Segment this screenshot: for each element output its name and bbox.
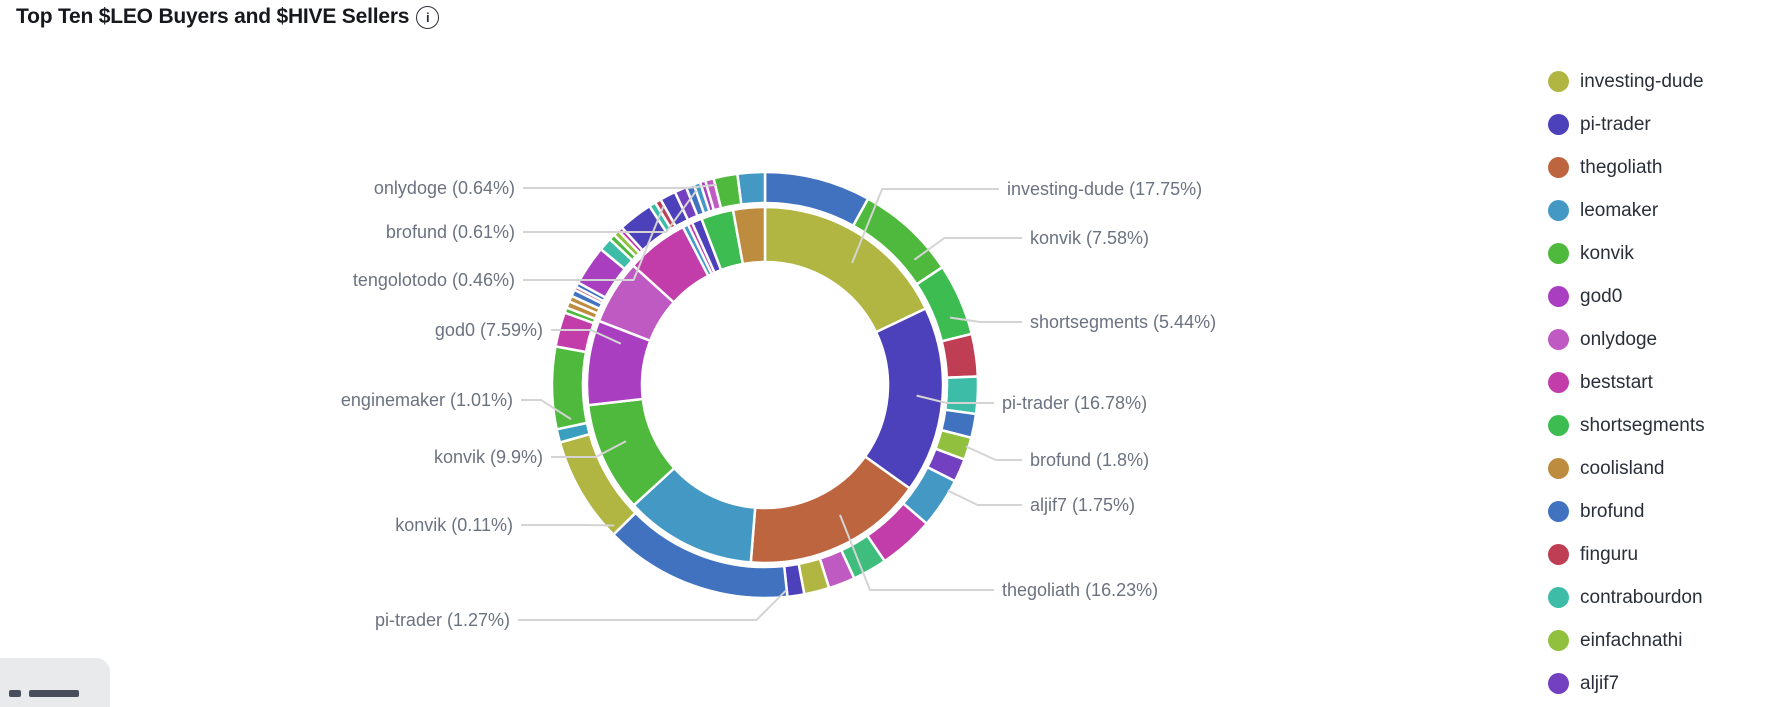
callout-label: aljif7 (1.75%) xyxy=(1030,495,1136,515)
legend-item-finguru[interactable]: finguru xyxy=(1548,533,1705,576)
callout-label: god0 (7.59%) xyxy=(434,320,543,340)
callout-label: enginemaker (1.01%) xyxy=(340,390,513,410)
legend-label: konvik xyxy=(1580,242,1634,264)
legend-dot xyxy=(1548,501,1569,522)
clipped-corner-widget xyxy=(0,658,110,707)
legend-dot xyxy=(1548,286,1569,307)
legend-item-konvik[interactable]: konvik xyxy=(1548,232,1705,275)
legend-label: leomaker xyxy=(1580,199,1659,221)
leader-line xyxy=(521,399,572,421)
leader-line xyxy=(913,237,1022,261)
callout-label: tengolotodo (0.46%) xyxy=(352,270,515,290)
leader-line xyxy=(949,316,1022,323)
segment-outer-konvik[interactable] xyxy=(550,344,589,431)
callout-label: thegoliath (16.23%) xyxy=(1002,580,1159,600)
leader-line xyxy=(523,205,665,281)
legend-item-leomaker[interactable]: leomaker xyxy=(1548,189,1705,232)
segment-outer-contrabourdon[interactable] xyxy=(943,375,980,416)
legend-label: aljif7 xyxy=(1580,672,1620,694)
legend-item-beststart[interactable]: beststart xyxy=(1548,361,1705,404)
legend-item-contrabourdon[interactable]: contrabourdon xyxy=(1548,576,1705,619)
legend-dot xyxy=(1548,157,1569,178)
leader-line xyxy=(965,445,1022,461)
legend-label: pi-trader xyxy=(1580,113,1651,135)
legend-item-pi-trader[interactable]: pi-trader xyxy=(1548,103,1705,146)
legend-item-coolisland[interactable]: coolisland xyxy=(1548,447,1705,490)
legend-dot xyxy=(1548,415,1569,436)
legend-dot xyxy=(1548,243,1569,264)
leader-line xyxy=(551,329,622,345)
corner-widget-mark xyxy=(29,690,79,697)
leader-line xyxy=(521,524,615,527)
legend-item-shortsegments[interactable]: shortsegments xyxy=(1548,404,1705,447)
callout-label: brofund (0.61%) xyxy=(385,222,515,242)
callout-label: konvik (7.58%) xyxy=(1030,228,1150,248)
legend-dot xyxy=(1548,200,1569,221)
legend-item-brofund[interactable]: brofund xyxy=(1548,490,1705,533)
legend-item-einfachnathi[interactable]: einfachnathi xyxy=(1548,619,1705,662)
callout-label: konvik (9.9%) xyxy=(433,447,543,467)
legend-dot xyxy=(1548,630,1569,651)
legend-dot xyxy=(1548,71,1569,92)
callout-label: onlydoge (0.64%) xyxy=(373,178,515,198)
legend-dot xyxy=(1548,114,1569,135)
callout-label: investing-dude (17.75%) xyxy=(1007,179,1203,199)
chart-header: Top Ten $LEO Buyers and $HIVE Sellers i xyxy=(16,5,440,29)
leader-line xyxy=(518,589,788,621)
corner-widget-mark xyxy=(9,690,21,697)
legend-label: onlydoge xyxy=(1580,328,1658,350)
leader-line xyxy=(523,190,698,233)
legend-dot xyxy=(1548,372,1569,393)
legend-dot xyxy=(1548,587,1569,608)
legend-label: contrabourdon xyxy=(1580,586,1703,608)
callout-label: pi-trader (1.27%) xyxy=(374,610,510,630)
segment-outer-finguru[interactable] xyxy=(940,332,980,379)
legend-label: god0 xyxy=(1580,285,1623,307)
callout-label: shortsegments (5.44%) xyxy=(1030,312,1217,332)
leader-line xyxy=(947,489,1022,506)
legend-dot xyxy=(1548,544,1569,565)
legend-item-aljif7[interactable]: aljif7 xyxy=(1548,662,1705,705)
legend-item-thegoliath[interactable]: thegoliath xyxy=(1548,146,1705,189)
legend-label: coolisland xyxy=(1580,457,1665,479)
leader-line xyxy=(916,394,994,404)
leader-line xyxy=(523,183,718,189)
page-title: Top Ten $LEO Buyers and $HIVE Sellers xyxy=(16,5,410,28)
legend-dot xyxy=(1548,329,1569,350)
legend-dot xyxy=(1548,458,1569,479)
callout-label: brofund (1.8%) xyxy=(1030,450,1150,470)
legend-item-onlydoge[interactable]: onlydoge xyxy=(1548,318,1705,361)
legend-label: shortsegments xyxy=(1580,414,1705,436)
callout-label: konvik (0.11%) xyxy=(395,515,513,535)
legend-item-god0[interactable]: god0 xyxy=(1548,275,1705,318)
leader-line xyxy=(839,514,994,591)
info-icon[interactable]: i xyxy=(416,5,440,29)
segment-outer-leomaker[interactable] xyxy=(735,170,767,206)
leader-line xyxy=(851,188,999,264)
legend-item-investing-dude[interactable]: investing-dude xyxy=(1548,60,1705,103)
legend-label: investing-dude xyxy=(1580,70,1704,92)
segment-inner-coolisland[interactable] xyxy=(731,205,767,266)
legend-label: brofund xyxy=(1580,500,1645,522)
callout-label: pi-trader (16.78%) xyxy=(1002,393,1148,413)
legend-dot xyxy=(1548,673,1569,694)
legend-label: finguru xyxy=(1580,543,1639,565)
legend-label: thegoliath xyxy=(1580,156,1663,178)
leader-line xyxy=(551,440,627,458)
chart-legend: investing-dude pi-trader thegoliath leomake… xyxy=(1548,60,1705,705)
legend-label: beststart xyxy=(1580,371,1653,393)
legend-label: einfachnathi xyxy=(1580,629,1683,651)
